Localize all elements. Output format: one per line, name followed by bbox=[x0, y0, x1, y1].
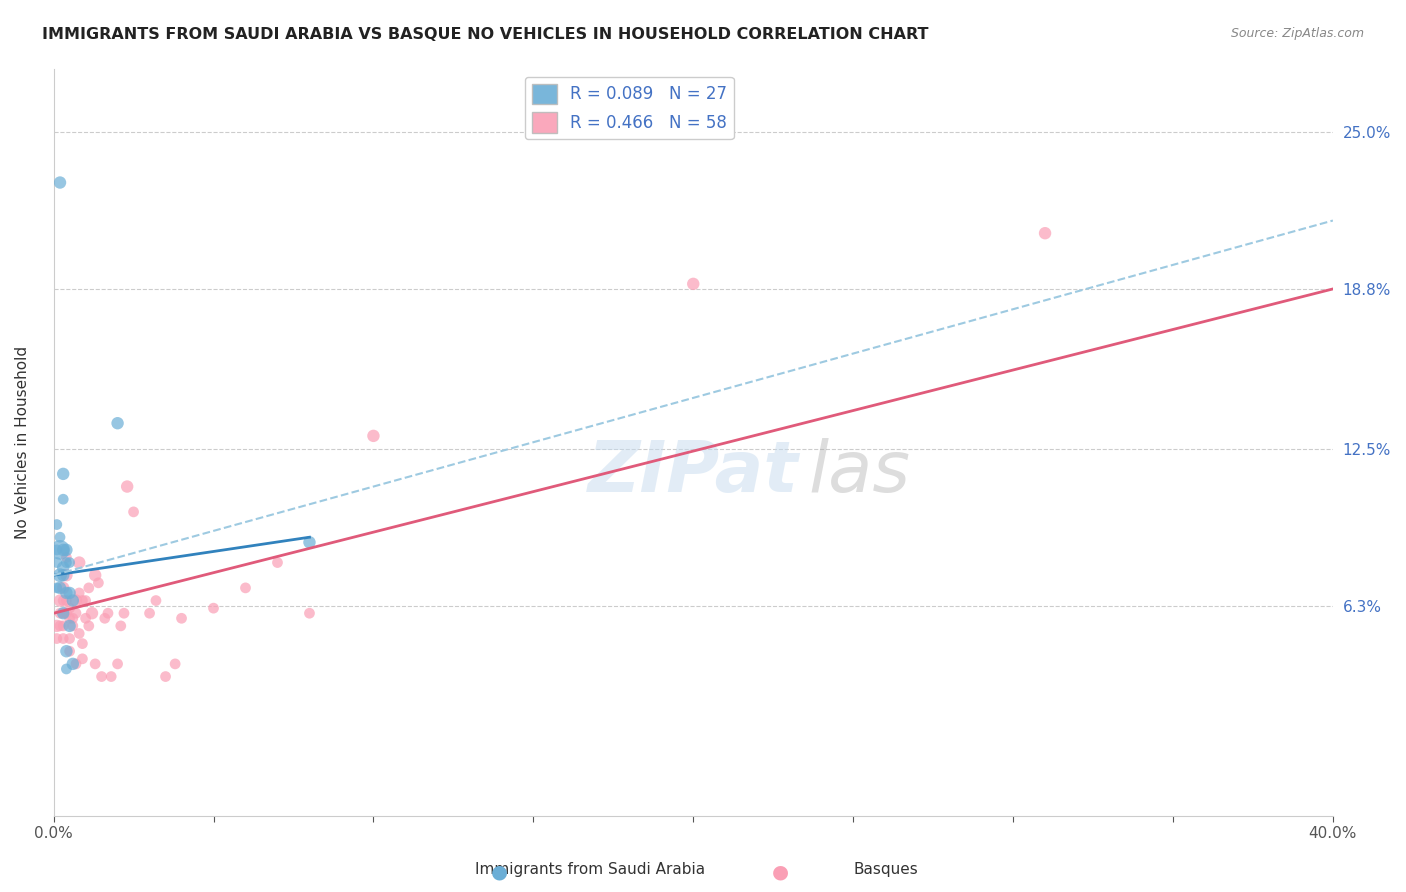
Point bbox=[298, 606, 321, 620]
Point bbox=[62, 619, 84, 633]
Point bbox=[100, 669, 122, 683]
Point bbox=[266, 556, 288, 570]
Point bbox=[45, 581, 67, 595]
Point bbox=[107, 416, 129, 430]
Point bbox=[52, 467, 75, 481]
Point bbox=[49, 568, 72, 582]
Point bbox=[84, 657, 107, 671]
Text: Basques: Basques bbox=[853, 863, 918, 877]
Point bbox=[55, 542, 77, 557]
Point bbox=[55, 556, 77, 570]
Point bbox=[49, 619, 72, 633]
Point bbox=[49, 581, 72, 595]
Point bbox=[52, 568, 75, 582]
Point bbox=[72, 637, 94, 651]
Point bbox=[165, 657, 187, 671]
Point bbox=[55, 568, 77, 582]
Point bbox=[170, 611, 193, 625]
Point bbox=[49, 593, 72, 607]
Point bbox=[363, 429, 385, 443]
Point bbox=[59, 619, 82, 633]
Point bbox=[55, 606, 77, 620]
Point bbox=[49, 542, 72, 557]
Point bbox=[49, 606, 72, 620]
Point bbox=[1033, 226, 1056, 240]
Point bbox=[90, 669, 112, 683]
Point bbox=[298, 535, 321, 549]
Point bbox=[55, 593, 77, 607]
Point bbox=[45, 542, 67, 557]
Point bbox=[59, 586, 82, 600]
Point bbox=[62, 593, 84, 607]
Point bbox=[45, 556, 67, 570]
Point bbox=[45, 632, 67, 646]
Point bbox=[65, 593, 87, 607]
Point bbox=[59, 632, 82, 646]
Point bbox=[72, 652, 94, 666]
Point bbox=[55, 550, 77, 565]
Point bbox=[52, 619, 75, 633]
Point bbox=[52, 632, 75, 646]
Point bbox=[107, 657, 129, 671]
Point bbox=[67, 556, 90, 570]
Point bbox=[45, 517, 67, 532]
Point bbox=[55, 586, 77, 600]
Point bbox=[52, 606, 75, 620]
Point bbox=[202, 601, 225, 615]
Point bbox=[52, 606, 75, 620]
Point bbox=[80, 606, 103, 620]
Point bbox=[59, 611, 82, 625]
Point bbox=[122, 505, 145, 519]
Point bbox=[52, 492, 75, 507]
Point bbox=[52, 593, 75, 607]
Point bbox=[45, 619, 67, 633]
Point bbox=[67, 626, 90, 640]
Text: ZIPat: ZIPat bbox=[588, 438, 799, 507]
Point bbox=[77, 619, 100, 633]
Point bbox=[110, 619, 132, 633]
Point bbox=[682, 277, 704, 291]
Point bbox=[55, 662, 77, 676]
Point bbox=[87, 575, 110, 590]
Point bbox=[62, 657, 84, 671]
Point bbox=[59, 601, 82, 615]
Point bbox=[115, 479, 138, 493]
Text: las: las bbox=[808, 438, 911, 507]
Text: ●: ● bbox=[491, 863, 508, 882]
Point bbox=[59, 644, 82, 658]
Point bbox=[59, 556, 82, 570]
Point bbox=[65, 606, 87, 620]
Point bbox=[138, 606, 160, 620]
Text: IMMIGRANTS FROM SAUDI ARABIA VS BASQUE NO VEHICLES IN HOUSEHOLD CORRELATION CHAR: IMMIGRANTS FROM SAUDI ARABIA VS BASQUE N… bbox=[42, 27, 929, 42]
Legend: R = 0.089   N = 27, R = 0.466   N = 58: R = 0.089 N = 27, R = 0.466 N = 58 bbox=[524, 77, 734, 139]
Point bbox=[55, 644, 77, 658]
Point bbox=[145, 593, 167, 607]
Point bbox=[77, 581, 100, 595]
Point bbox=[62, 611, 84, 625]
Point bbox=[235, 581, 257, 595]
Y-axis label: No Vehicles in Household: No Vehicles in Household bbox=[15, 345, 30, 539]
Point bbox=[52, 560, 75, 574]
Point bbox=[72, 593, 94, 607]
Point bbox=[52, 542, 75, 557]
Point bbox=[49, 176, 72, 190]
Point bbox=[84, 568, 107, 582]
Point bbox=[75, 611, 97, 625]
Text: ●: ● bbox=[772, 863, 789, 882]
Text: Source: ZipAtlas.com: Source: ZipAtlas.com bbox=[1230, 27, 1364, 40]
Point bbox=[52, 581, 75, 595]
Point bbox=[65, 657, 87, 671]
Point bbox=[155, 669, 177, 683]
Point bbox=[75, 593, 97, 607]
Point bbox=[49, 530, 72, 544]
Text: Immigrants from Saudi Arabia: Immigrants from Saudi Arabia bbox=[475, 863, 706, 877]
Point bbox=[112, 606, 135, 620]
Point bbox=[97, 606, 120, 620]
Point bbox=[67, 586, 90, 600]
Point bbox=[94, 611, 117, 625]
